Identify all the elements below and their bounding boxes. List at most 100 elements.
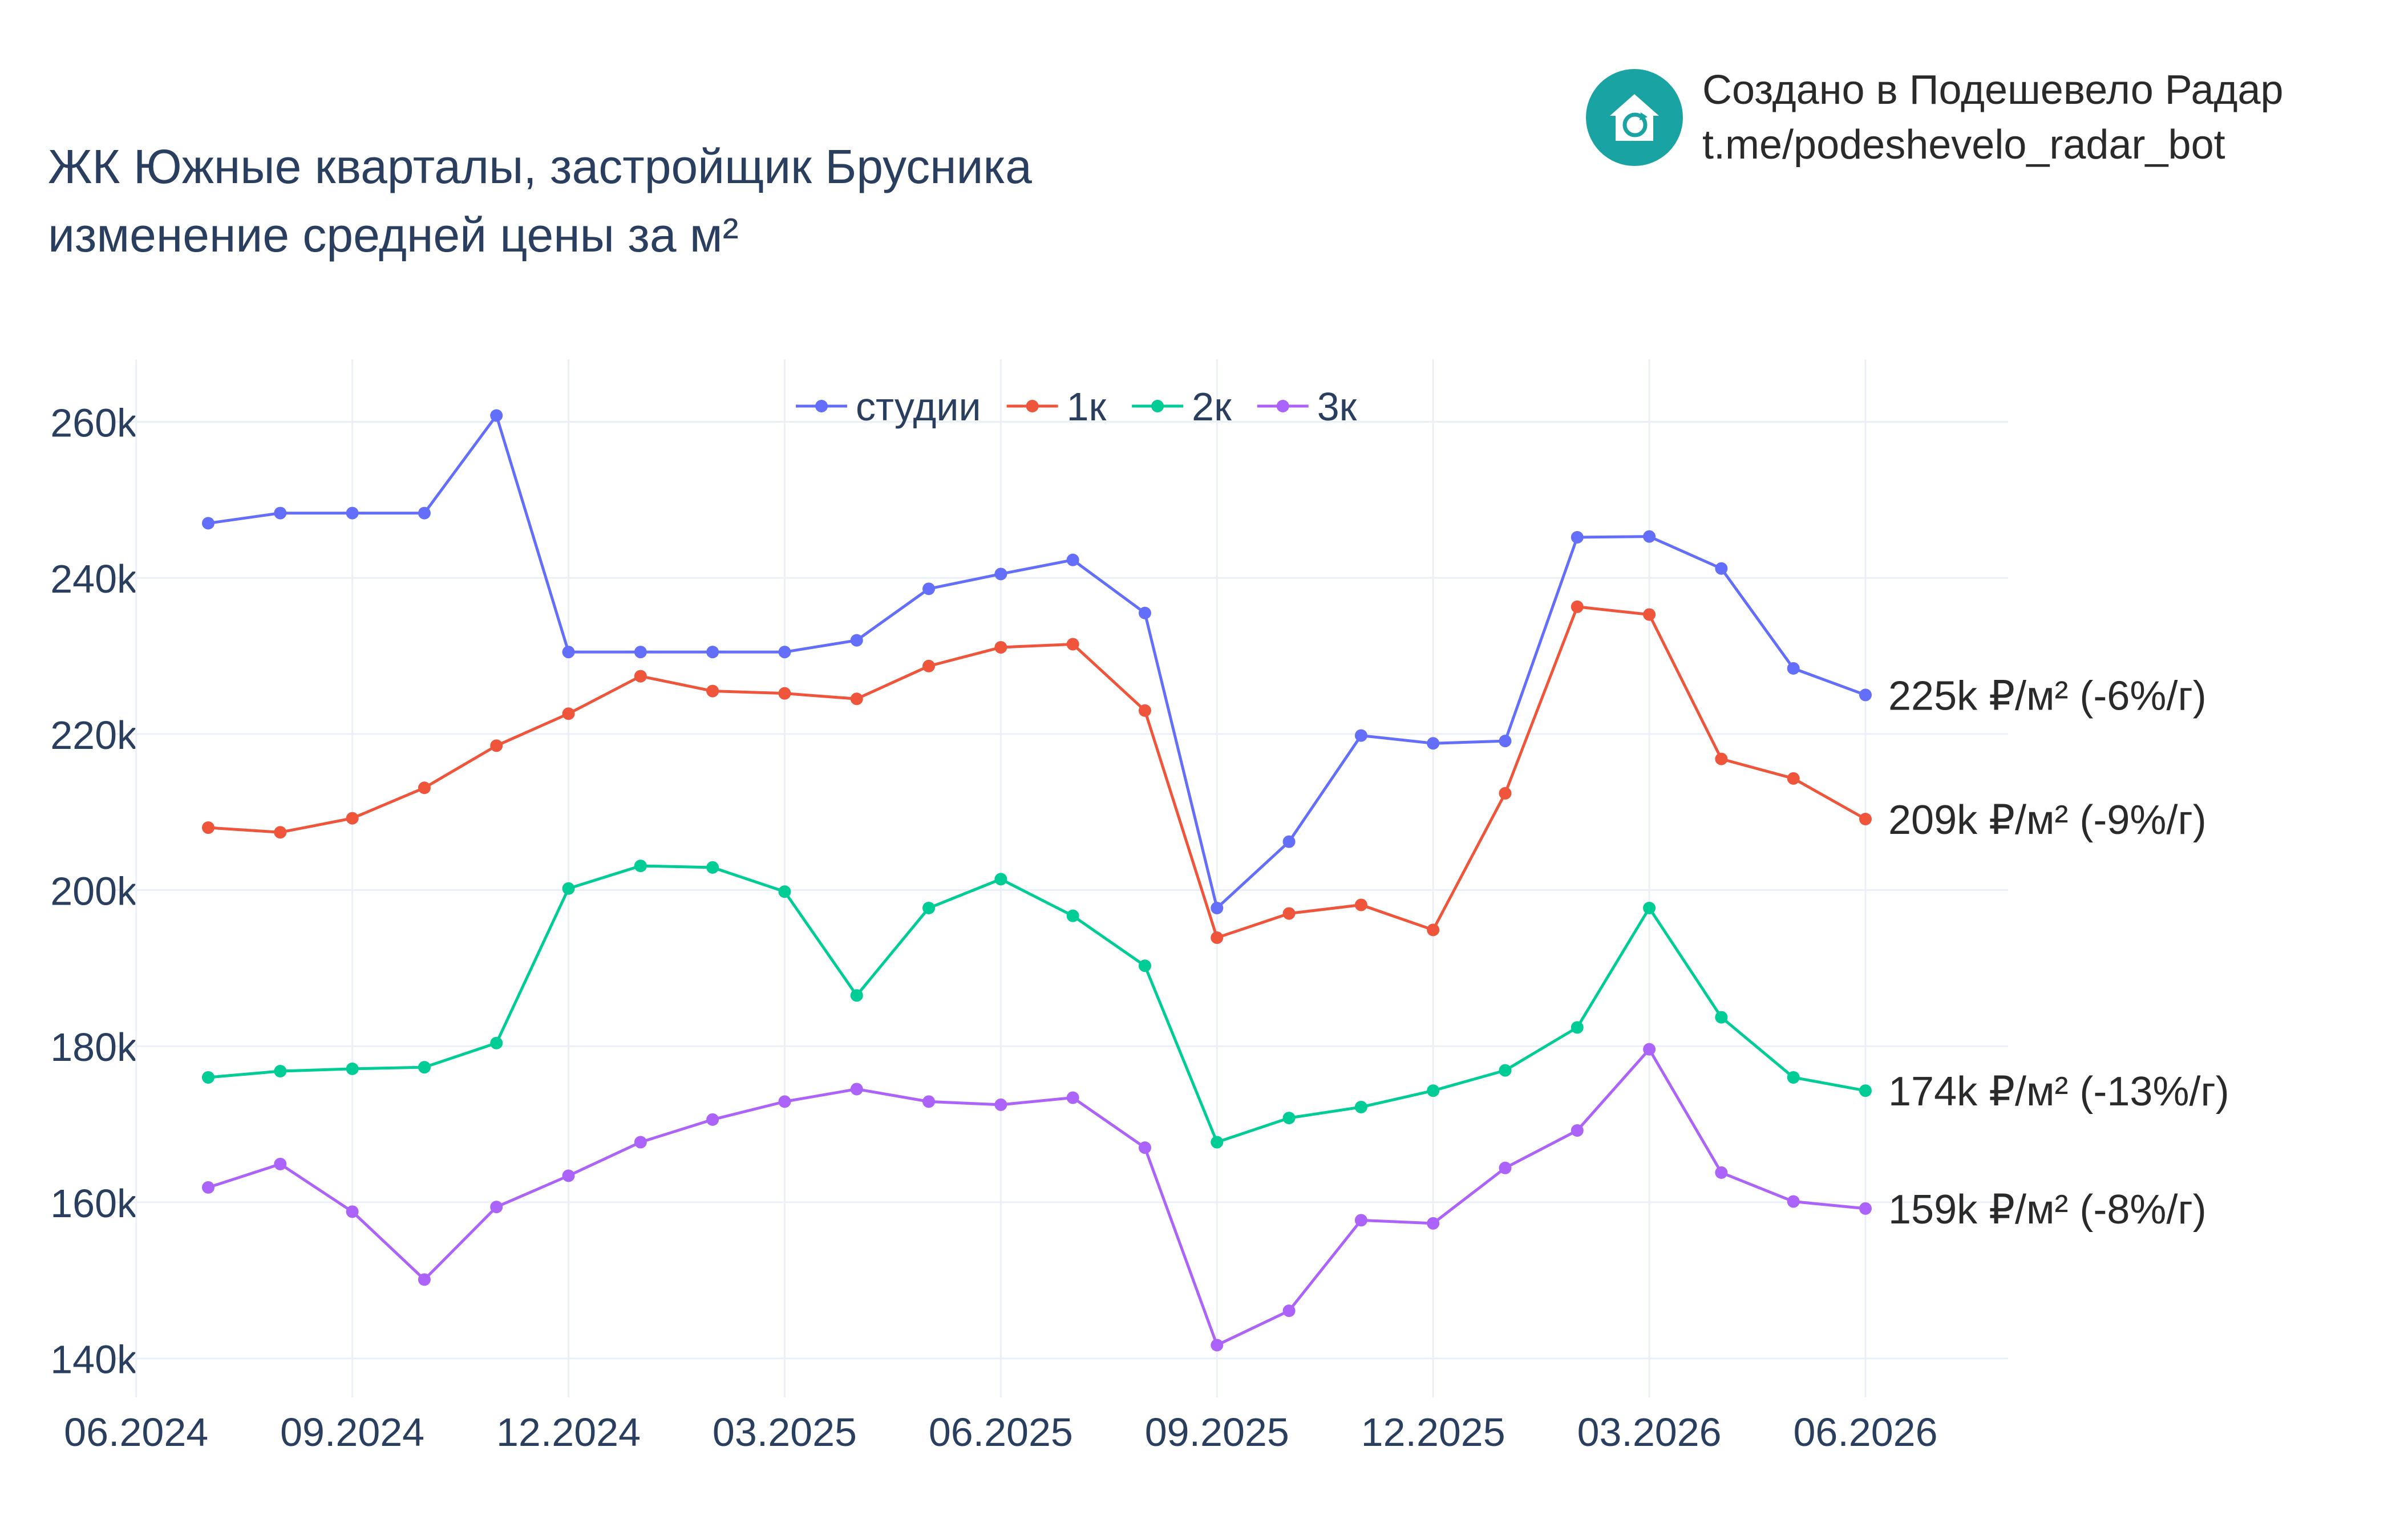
data-point — [850, 692, 863, 706]
data-point — [1427, 737, 1440, 750]
data-point — [922, 659, 936, 672]
series-end-label: 209k ₽/м² (-9%/г) — [1888, 797, 2207, 843]
data-point — [1787, 662, 1800, 675]
data-point — [922, 1095, 936, 1108]
y-tick-label: 200k — [50, 869, 137, 914]
x-tick-label: 06.2026 — [1793, 1410, 1937, 1454]
data-point — [1499, 735, 1512, 748]
data-point — [1859, 1202, 1872, 1215]
data-point — [346, 506, 359, 520]
house-refresh-icon — [1586, 69, 1683, 166]
chart-title-line1: ЖК Южные кварталы, застройщик Брусника — [48, 140, 1032, 193]
brand-line1: Создано в Подешевело Радар — [1702, 67, 2284, 113]
data-point — [202, 821, 214, 834]
data-point — [706, 684, 719, 698]
data-point — [1859, 688, 1872, 702]
legend-label: 2к — [1192, 384, 1232, 429]
data-point — [274, 1065, 287, 1077]
data-point — [706, 646, 719, 659]
data-point — [1715, 1011, 1728, 1024]
chart-title-line2: изменение средней цены за м² — [48, 208, 739, 262]
data-point — [346, 1062, 359, 1075]
brand-text: Создано в Подешевело Радар t.me/podeshev… — [1702, 63, 2284, 172]
brand-line2: t.me/podeshevelo_radar_bot — [1702, 122, 2225, 168]
data-point — [1211, 902, 1224, 914]
x-tick-label: 09.2024 — [280, 1410, 424, 1454]
data-point — [1138, 1141, 1151, 1154]
data-point — [1571, 600, 1584, 613]
data-point — [850, 634, 863, 647]
x-tick-label: 12.2024 — [496, 1410, 641, 1454]
y-tick-label: 260k — [50, 400, 137, 445]
data-point — [706, 861, 719, 874]
data-point — [1066, 553, 1079, 566]
data-point — [562, 882, 575, 895]
data-point — [1715, 562, 1728, 575]
series-line-0 — [208, 414, 1866, 910]
data-point — [562, 1169, 575, 1182]
brand-block: Создано в Подешевело Радар t.me/podeshev… — [1586, 63, 2284, 172]
data-point — [1499, 787, 1512, 800]
data-point — [922, 902, 936, 914]
x-tick-label: 06.2024 — [64, 1410, 208, 1454]
series-line-2 — [208, 864, 1866, 1144]
data-point — [202, 1181, 214, 1194]
data-point — [1354, 729, 1367, 742]
data-point — [1499, 1161, 1512, 1174]
data-point — [1571, 1021, 1584, 1034]
data-point — [1715, 1166, 1728, 1179]
legend-swatch-marker — [1276, 400, 1289, 412]
y-tick-label: 180k — [50, 1025, 137, 1069]
data-point — [418, 781, 431, 795]
legend-swatch-marker — [1151, 400, 1164, 412]
y-tick-label: 240k — [50, 557, 137, 601]
data-point — [778, 1095, 791, 1108]
data-point — [1643, 902, 1656, 914]
data-point — [1211, 931, 1224, 944]
data-point — [418, 1273, 431, 1286]
data-point — [562, 707, 575, 720]
series-line-1 — [208, 605, 1867, 939]
data-point — [1282, 1112, 1296, 1125]
data-point — [994, 873, 1007, 886]
data-point — [1138, 704, 1151, 717]
data-point — [1138, 606, 1151, 619]
data-point — [1066, 1091, 1079, 1104]
series-end-label: 159k ₽/м² (-8%/г) — [1888, 1187, 2207, 1233]
data-point — [778, 646, 791, 659]
data-point — [1427, 923, 1440, 937]
data-point — [1211, 1339, 1224, 1352]
data-point — [1427, 1084, 1440, 1097]
data-point — [1427, 1217, 1440, 1230]
data-point — [346, 1205, 359, 1218]
data-point — [418, 1061, 431, 1074]
data-point — [1643, 1043, 1656, 1056]
data-point — [1859, 813, 1872, 825]
y-tick-label: 140k — [50, 1338, 137, 1382]
data-point — [1571, 1124, 1584, 1137]
chart-title: ЖК Южные кварталы, застройщик Брусника и… — [48, 132, 1032, 269]
x-tick-label: 03.2025 — [713, 1410, 857, 1454]
data-point — [778, 885, 791, 898]
data-point — [1354, 898, 1367, 911]
data-point — [1499, 1064, 1512, 1077]
data-point — [274, 826, 287, 839]
data-point — [202, 517, 214, 530]
y-tick-label: 160k — [50, 1181, 137, 1226]
data-point — [418, 506, 431, 520]
data-point — [994, 641, 1007, 654]
data-point — [1354, 1214, 1367, 1227]
data-point — [490, 1036, 503, 1049]
data-point — [1859, 1084, 1872, 1097]
data-point — [1066, 638, 1079, 651]
x-tick-label: 12.2025 — [1361, 1410, 1505, 1454]
legend-label: 1к — [1067, 384, 1107, 429]
series-end-label: 174k ₽/м² (-13%/г) — [1888, 1069, 2229, 1115]
data-point — [1138, 959, 1151, 972]
data-point — [1066, 909, 1079, 922]
legend-label: студии — [856, 384, 981, 429]
data-point — [274, 506, 287, 520]
data-point — [274, 1157, 287, 1170]
data-point — [1715, 752, 1728, 765]
